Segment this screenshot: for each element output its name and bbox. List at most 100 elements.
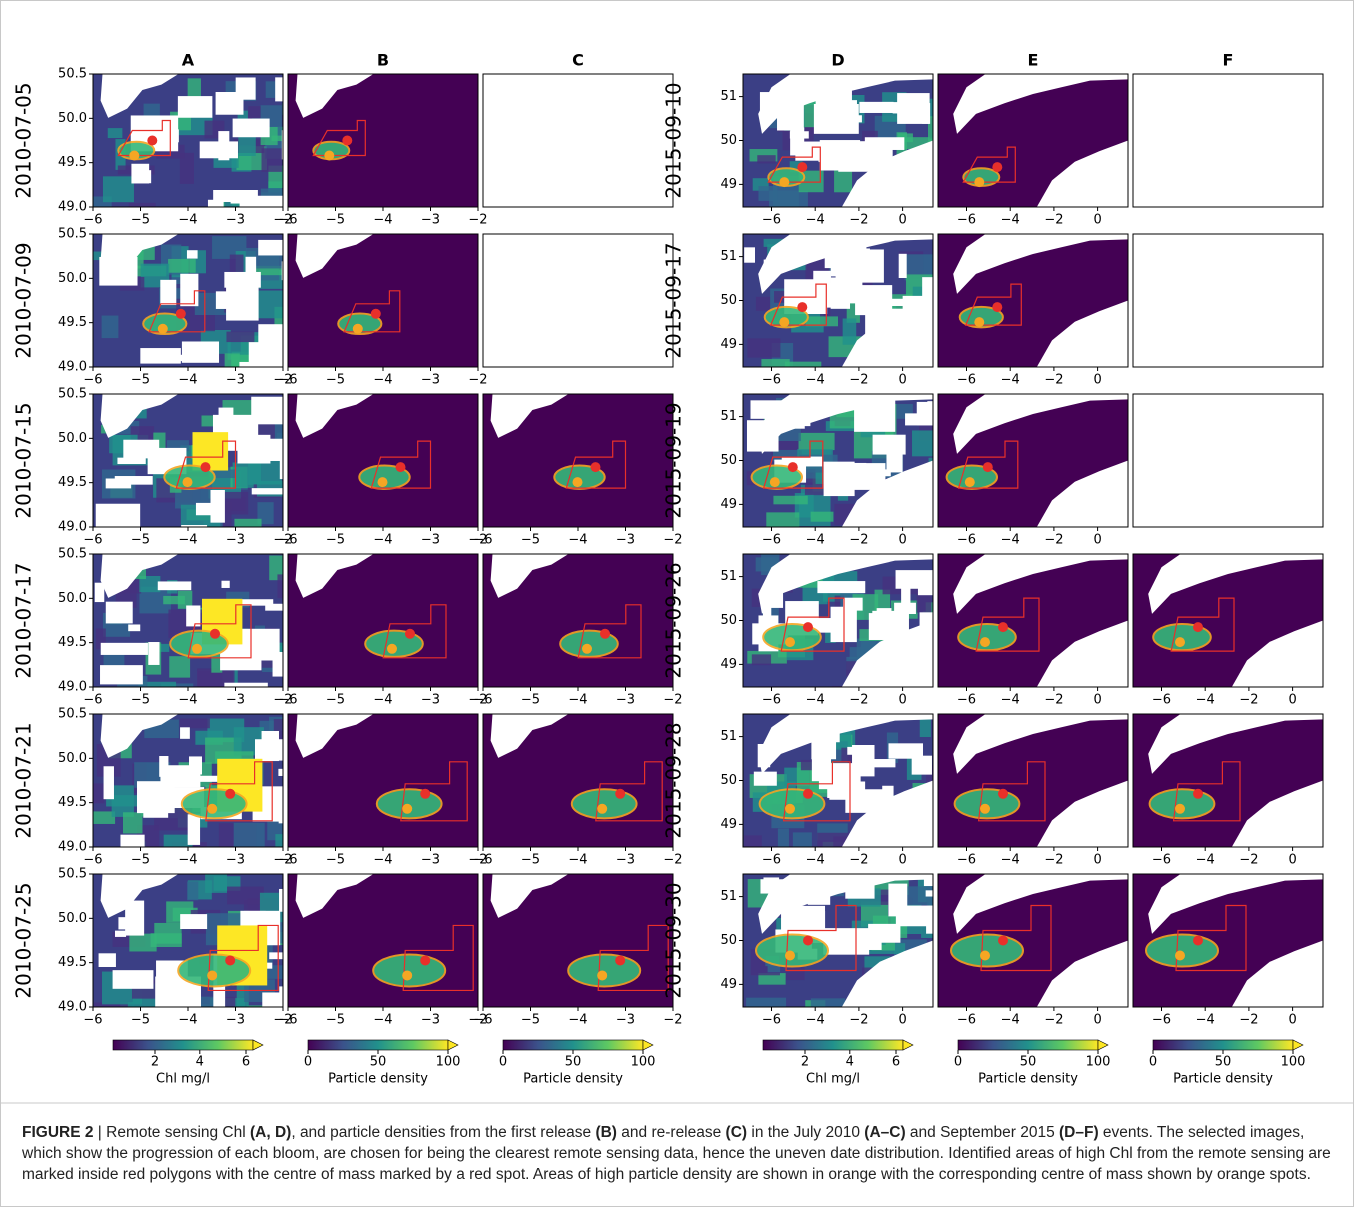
land <box>100 874 179 918</box>
caption-text: (A–C) <box>864 1124 906 1141</box>
land <box>1036 940 1128 1007</box>
cloud <box>847 746 856 755</box>
map <box>938 74 1128 207</box>
chl-patch <box>772 449 799 462</box>
map-panel: −6 −5 −4 −3 −2 <box>278 873 488 1028</box>
x-tick-label: 0 <box>1288 693 1296 708</box>
x-tick-label: −4 <box>178 853 197 868</box>
y-tick-label: 49.5 <box>58 475 87 490</box>
colorbar-tick-label: 2 <box>151 1055 159 1070</box>
particle-centre <box>182 477 193 488</box>
row-label: 2010-07-15 <box>12 402 36 518</box>
particle-area <box>1148 788 1216 820</box>
colorbar-tick-label: 50 <box>370 1055 387 1070</box>
x-tick-label: −2 <box>273 853 292 868</box>
x-tick-label: −4 <box>1001 1013 1020 1028</box>
x-tick-label: −6 <box>83 853 102 868</box>
cloud <box>189 756 202 775</box>
x-tick-label: 0 <box>1093 1013 1101 1028</box>
colorbar-tick-label: 6 <box>892 1055 900 1070</box>
chl-polygon <box>769 283 827 326</box>
column-header: A <box>182 51 195 70</box>
colorbar-tick-label: 50 <box>565 1055 582 1070</box>
chl-centre <box>998 935 1008 946</box>
chl-centre <box>615 788 626 799</box>
chl-patch <box>751 654 772 666</box>
cloud <box>180 914 208 930</box>
map <box>93 74 283 207</box>
cloud <box>186 605 201 627</box>
land <box>490 394 569 438</box>
map <box>93 554 283 687</box>
cloud <box>169 354 210 362</box>
x-tick-label: −6 <box>83 533 102 548</box>
cloud <box>279 888 283 912</box>
particle-area <box>758 788 826 820</box>
cloud <box>859 101 894 113</box>
chl-patch <box>871 941 895 951</box>
cloud <box>235 77 256 100</box>
chl-patch <box>171 275 182 284</box>
cloud <box>114 476 153 485</box>
chl-polygon <box>962 146 1016 183</box>
chl-polygon <box>767 146 821 183</box>
particle-centre <box>377 477 388 488</box>
colorbar <box>307 1039 449 1051</box>
x-tick-label: −2 <box>849 1013 868 1028</box>
x-tick-label: −6 <box>1152 1013 1171 1028</box>
cloud <box>897 93 930 124</box>
particle-centre <box>779 177 790 188</box>
cloud <box>140 348 181 364</box>
chl-polygon <box>977 761 1046 822</box>
map <box>288 394 478 527</box>
map-panel: −6 −4 −2 0 <box>742 873 934 1028</box>
map-panel: −6 −4 −2 0 <box>937 713 1129 868</box>
x-tick-label: −5 <box>326 693 345 708</box>
x-tick-label: −4 <box>1001 693 1020 708</box>
chl-polygon <box>980 904 1052 972</box>
land <box>1231 780 1323 847</box>
caption-text: FIGURE 2 <box>22 1124 94 1141</box>
cloud <box>221 580 230 588</box>
chl-centre <box>420 788 431 799</box>
panel-frame <box>1132 873 1324 1008</box>
empty-panel <box>1132 233 1324 368</box>
y-tick-label: 50.0 <box>58 111 87 126</box>
chl-patch <box>161 683 194 687</box>
land <box>295 874 374 918</box>
panel-frame <box>937 873 1129 1008</box>
chl-polygon <box>1175 904 1247 972</box>
x-tick-label: −6 <box>762 213 781 228</box>
cloud <box>281 261 283 281</box>
cloud <box>105 601 133 624</box>
map <box>938 394 1128 527</box>
chl-centre <box>200 462 211 473</box>
chl-centre <box>1193 935 1203 946</box>
particle-centre <box>402 970 413 981</box>
cloud <box>120 834 145 847</box>
row-label: 2015-09-30 <box>662 882 686 998</box>
cloud <box>894 602 916 615</box>
cloud <box>168 129 179 143</box>
x-tick-label: −2 <box>468 1013 487 1028</box>
chl-patch <box>226 331 255 343</box>
land <box>841 620 933 687</box>
cloud <box>215 291 246 309</box>
y-tick-label: 51 <box>720 409 737 424</box>
caption-text: , and particle densities from the first … <box>291 1124 596 1141</box>
chl-centre <box>797 302 808 313</box>
map-panel: −6 −5 −4 −3 −2 <box>473 553 683 708</box>
map <box>743 554 933 687</box>
cloud <box>181 525 208 527</box>
x-tick-label: −6 <box>1152 693 1171 708</box>
row-label: 2010-07-17 <box>12 562 36 678</box>
y-tick-label: 49.5 <box>58 635 87 650</box>
chl-patch <box>212 469 236 479</box>
cloud <box>194 775 226 782</box>
chl-polygon <box>343 290 401 333</box>
map-panel <box>1132 233 1324 368</box>
chl-polygon <box>205 761 273 822</box>
y-tick-label: 49 <box>720 177 737 192</box>
cloud <box>829 791 853 800</box>
